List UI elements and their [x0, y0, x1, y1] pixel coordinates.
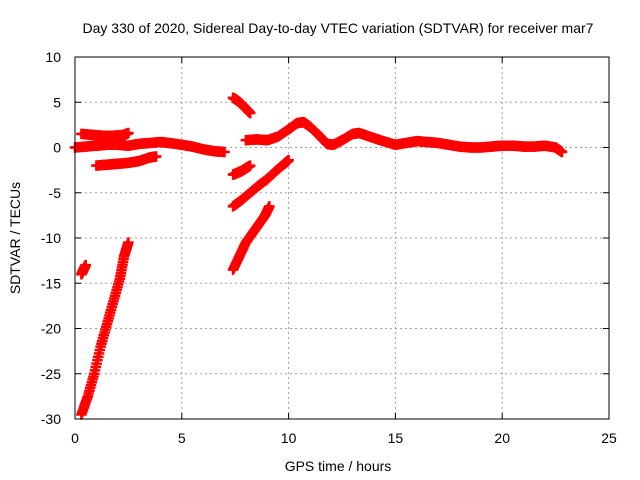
series-arc-lower-mid-2: [227, 154, 294, 212]
x-axis-label: GPS time / hours: [285, 458, 392, 474]
data-series: [69, 92, 568, 420]
series-arc-lower-early: [91, 151, 162, 171]
data-point: [123, 237, 134, 248]
data-point: [244, 160, 256, 171]
data-point: [283, 154, 294, 166]
x-tick-label: 25: [601, 430, 617, 446]
series-arc-lower-mid-1: [227, 160, 256, 180]
data-point: [264, 201, 275, 212]
x-tick-labels: 0 5 10 15 20 25: [71, 430, 617, 446]
y-tick-label: -5: [49, 185, 62, 201]
data-point: [244, 107, 256, 119]
chart-title: Day 330 of 2020, Sidereal Day-to-day VTE…: [83, 20, 594, 36]
data-point: [219, 146, 230, 158]
series-arc-upper-mid: [227, 92, 256, 119]
y-tick-label: 10: [45, 49, 61, 65]
series-arc-upper-early: [76, 127, 134, 141]
y-tick-label: -30: [41, 411, 61, 427]
y-tick-label: 0: [53, 140, 61, 156]
plot-frame: [74, 56, 610, 420]
y-axis-label: SDTVAR / TECUs: [7, 182, 23, 294]
data-point: [80, 259, 91, 271]
series-arc-steep-rise: [76, 237, 134, 420]
x-tick-label: 15: [388, 430, 404, 446]
series-arc-main-late: [240, 116, 568, 158]
y-tick-label: -10: [41, 230, 61, 246]
y-tick-labels: 10 5 0 -5 -10 -15 -20 -25 -30: [41, 49, 61, 427]
series-arc-lower-mid-3: [227, 201, 275, 275]
x-tick-label: 10: [281, 430, 297, 446]
x-tick-label: 0: [71, 430, 79, 446]
data-point: [556, 146, 568, 158]
x-tick-label: 20: [494, 430, 510, 446]
y-tick-label: -20: [41, 321, 61, 337]
series-arc-main-near-zero: [69, 136, 230, 158]
x-tick-label: 5: [178, 430, 186, 446]
data-point: [123, 127, 134, 139]
y-tick-label: -25: [41, 366, 61, 382]
y-tick-label: 5: [53, 94, 61, 110]
y-tick-label: -15: [41, 275, 61, 291]
grid: [75, 57, 609, 419]
data-point: [150, 151, 162, 162]
series-arc-short-early: [76, 259, 91, 280]
